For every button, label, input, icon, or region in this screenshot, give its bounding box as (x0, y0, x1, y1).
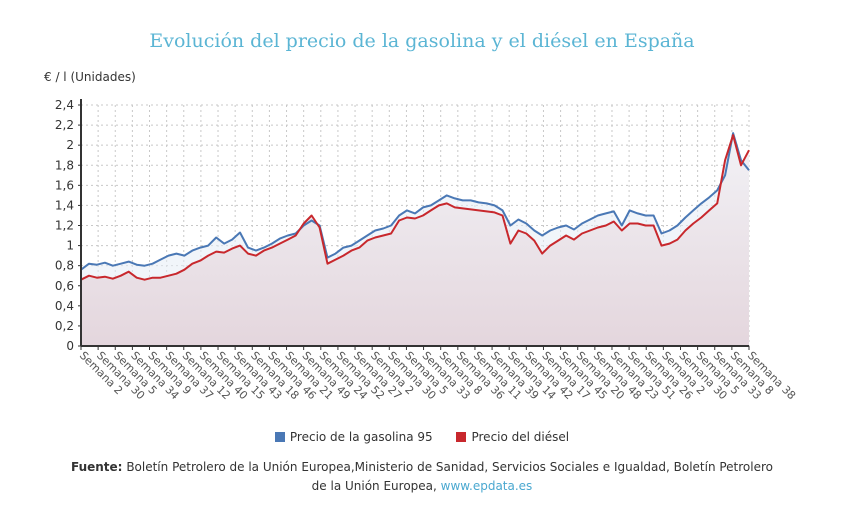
lines (80, 132, 750, 281)
y-tick-label: 2,2 (55, 118, 74, 132)
y-tick-label: 2,4 (55, 98, 74, 112)
source-link[interactable]: www.epdata.es (440, 479, 533, 493)
y-tick-label: 1,4 (55, 198, 74, 212)
y-tick-label: 1,8 (55, 158, 74, 172)
legend-swatch-gasoline (274, 432, 285, 442)
y-tick-label: 0,4 (55, 299, 74, 313)
line-diesel (80, 134, 750, 281)
legend-label-gasoline: Precio de la gasolina 95 (289, 430, 433, 444)
y-axis-ticks: 0 0,2 0,4 0,6 0,8 1 1,2 1,4 1,6 1,8 2 2,2 2,4 (55, 98, 81, 353)
source-footer: Fuente: Boletín Petrolero de la Unión Eu… (70, 458, 774, 496)
y-tick-label: 0 (66, 339, 74, 353)
legend-item-gasoline[interactable]: Precio de la gasolina 95 (274, 430, 433, 444)
y-tick-label: 1,6 (55, 178, 74, 192)
y-tick-label: 1 (66, 239, 74, 253)
chart-title: Evolución del precio de la gasolina y el… (149, 30, 695, 52)
chart: 0 0,2 0,4 0,6 0,8 1 1,2 1,4 1,6 1,8 2 2,2 2,4 Semana… (55, 98, 798, 402)
y-tick-label: 0,2 (55, 319, 74, 333)
area-diesel (81, 135, 749, 346)
legend-label-diesel: Precio del diésel (471, 430, 570, 444)
legend: Precio de la gasolina 95 Precio del diés… (0, 430, 844, 445)
y-tick-label: 0,6 (55, 279, 74, 293)
y-axis-unit-label: € / l (Unidades) (44, 70, 136, 84)
line-gasoline (80, 132, 750, 271)
y-tick-label: 2 (66, 138, 74, 152)
legend-item-diesel[interactable]: Precio del diésel (456, 430, 569, 444)
axes (80, 99, 749, 347)
source-text: Boletín Petrolero de la Unión Europea,Mi… (126, 460, 773, 493)
legend-swatch-diesel (456, 432, 467, 442)
y-tick-label: 0,8 (55, 259, 74, 273)
y-tick-label: 1,2 (55, 219, 74, 233)
source-label: Fuente: (70, 460, 123, 474)
areas (81, 133, 749, 346)
